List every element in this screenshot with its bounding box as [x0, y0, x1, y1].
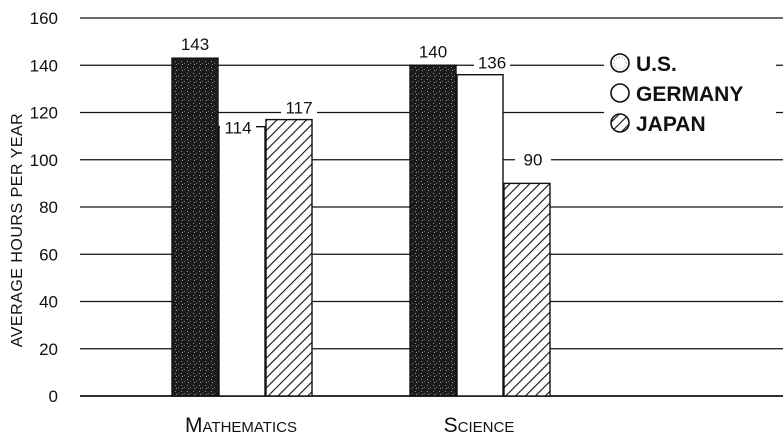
y-tick-label: 140 [30, 56, 58, 75]
value-label: 117 [285, 99, 312, 118]
legend-label: GERMANY [636, 83, 743, 106]
legend: U.S. GERMANY JAPAN [604, 42, 776, 146]
y-tick-label: 80 [39, 198, 58, 217]
y-tick-label: 60 [39, 245, 58, 264]
value-label: 114 [224, 119, 251, 138]
category-label: SCIENCE [444, 414, 515, 437]
bars: 143 114 117 140 136 90 [171, 35, 551, 397]
legend-swatch-germany [610, 83, 630, 103]
value-label: 90 [524, 150, 543, 169]
y-tick-label: 40 [39, 293, 58, 312]
value-label-background [220, 118, 256, 138]
value-label: 140 [419, 42, 447, 61]
bar-germany-mathematics [218, 125, 266, 397]
category-label: MATHEMATICS [185, 414, 297, 437]
y-tick-label: 20 [39, 340, 58, 359]
value-label: 143 [181, 35, 209, 54]
category-labels: MATHEMATICS SCIENCE [185, 414, 514, 437]
y-axis-label: AVERAGE HOURS PER YEAR [9, 113, 26, 347]
legend-swatch-us [610, 53, 630, 73]
value-label: 136 [478, 54, 506, 73]
legend-swatch-japan [610, 113, 630, 133]
y-tick-label: 120 [30, 104, 58, 123]
y-tick-label: 0 [49, 387, 58, 406]
bar-japan-science [503, 182, 551, 397]
y-tick-label: 160 [30, 9, 58, 28]
y-axis-ticks: 0 20 40 60 80 100 120 140 160 [30, 9, 58, 406]
value-label-background [281, 98, 317, 118]
value-label-background [415, 42, 451, 62]
bar-u-s-science [409, 64, 457, 397]
legend-label: JAPAN [636, 113, 706, 136]
value-label-background [177, 35, 213, 55]
legend-label: U.S. [636, 53, 677, 76]
value-label-background [515, 150, 551, 170]
legend-swatch-texture [613, 56, 627, 70]
y-tick-label: 100 [30, 151, 58, 170]
bar-japan-mathematics [265, 118, 313, 397]
bar-germany-science [456, 73, 504, 397]
value-label-background [474, 53, 510, 73]
legend-background [604, 42, 776, 146]
bar-u-s-mathematics [171, 57, 219, 397]
